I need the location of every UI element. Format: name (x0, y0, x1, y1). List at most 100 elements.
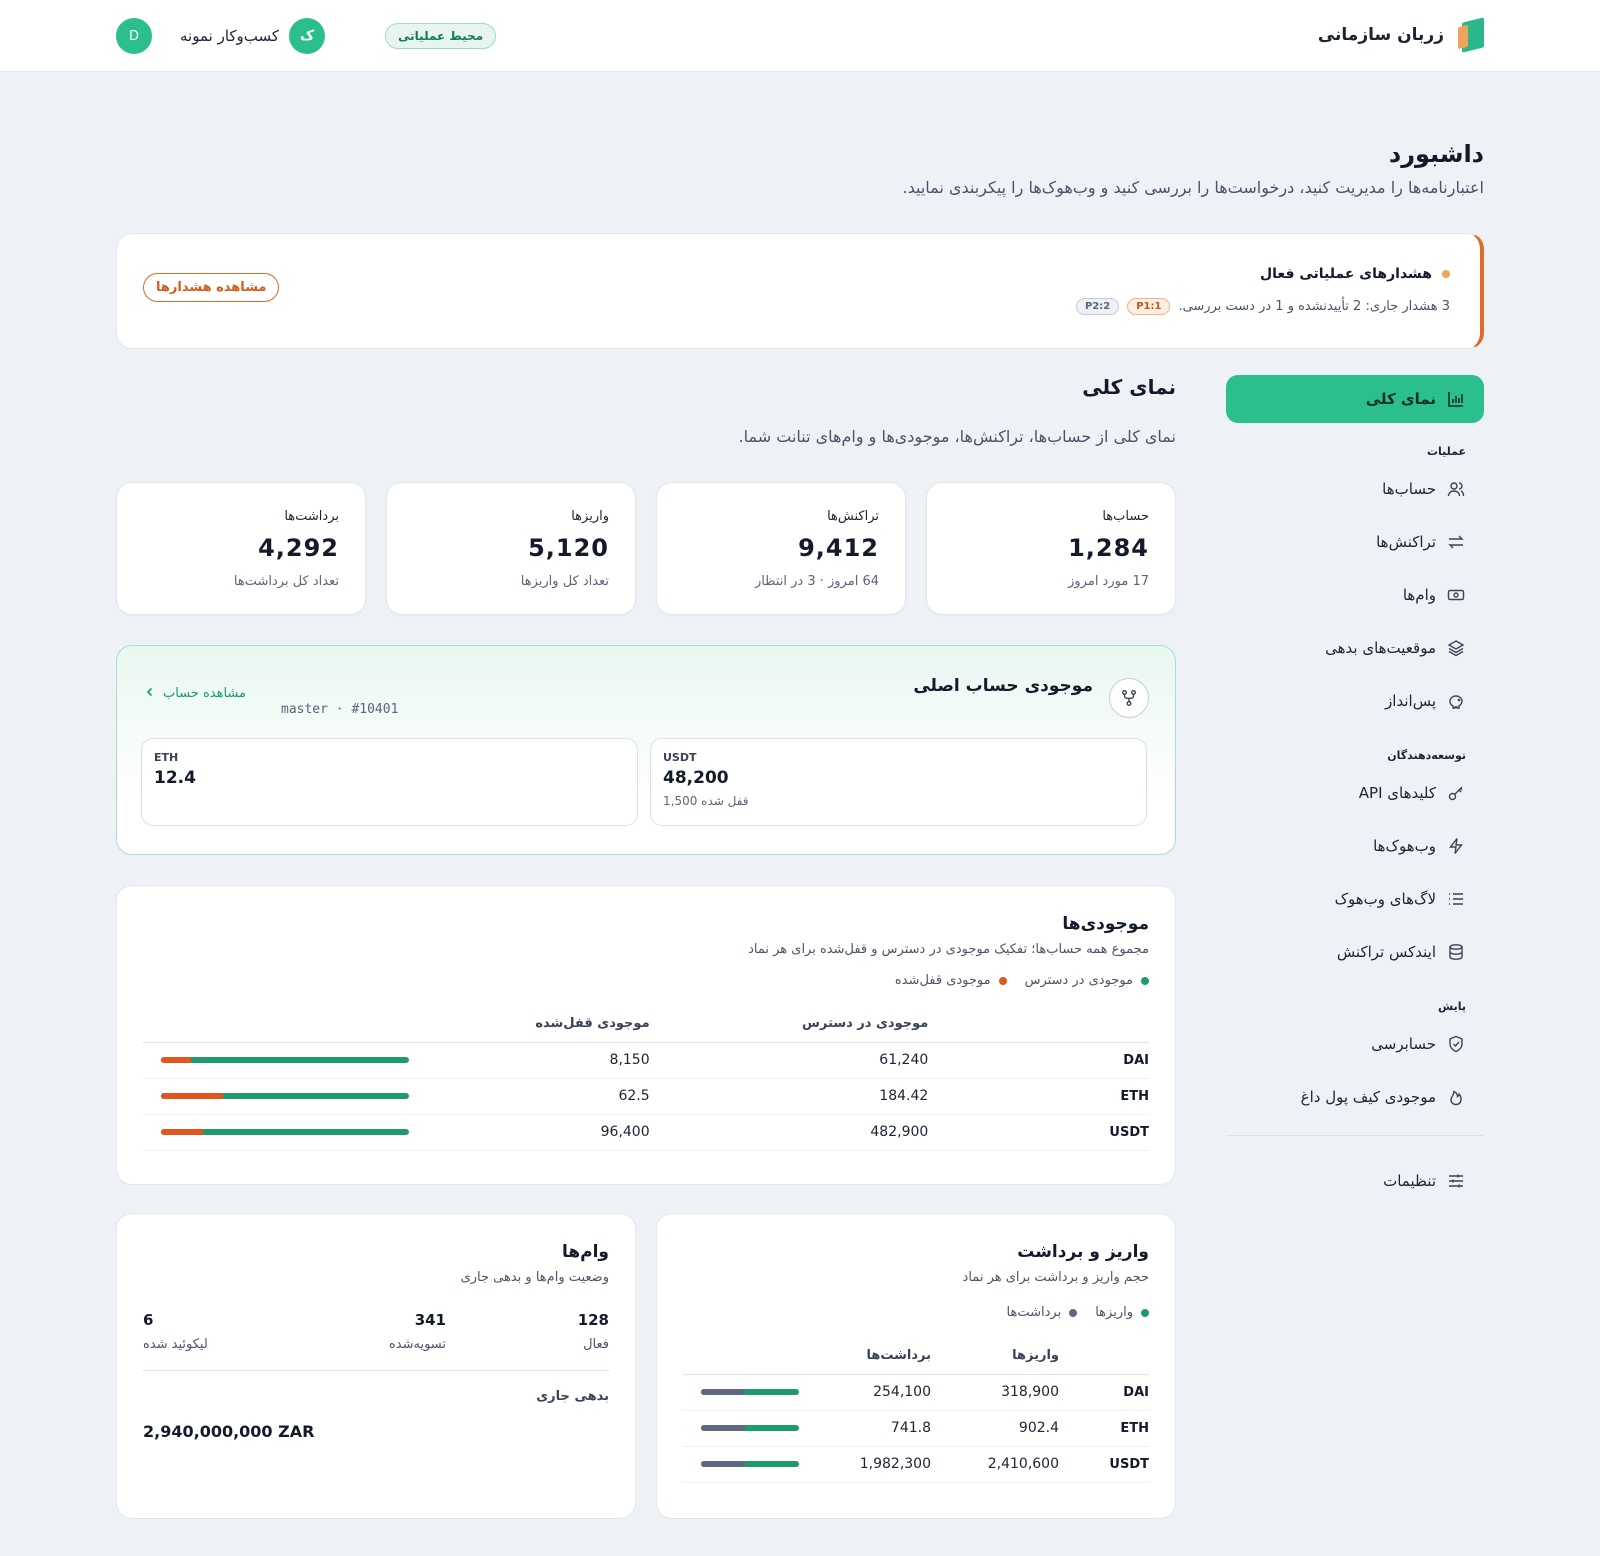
sidebar-item-webhooks[interactable]: وب‌هوک‌ها (1226, 819, 1484, 872)
row-symbol: DAI (1059, 1374, 1149, 1411)
sidebar-item-transactions[interactable]: تراکنش‌ها (1226, 515, 1484, 568)
sidebar-section-developers: توسعه‌دهندگان (1387, 749, 1466, 762)
loan-stat-active: 128 فعال (469, 1311, 609, 1352)
sidebar-item-overview[interactable]: نمای کلی (1226, 375, 1484, 423)
row-available: 184.42 (649, 1078, 929, 1115)
sidebar-item-loans[interactable]: وام‌ها (1226, 568, 1484, 621)
header-withdrawals: برداشت‌ها (813, 1338, 931, 1375)
flows-legend: واریزها برداشت‌ها (683, 1305, 1149, 1320)
current-debt-label: بدهی جاری (536, 1389, 609, 1404)
loans-card: وام‌ها وضعیت وام‌ها و بدهی جاری 128 فعال… (116, 1213, 636, 1519)
alert-body-text: 3 هشدار جاری: 2 تأییدنشده و 1 در دست برر… (1178, 299, 1450, 314)
table-row: DAI 318,900 254,100 (683, 1374, 1149, 1411)
loan-stat-settled: 341 تسویه‌شده (306, 1311, 446, 1352)
legend-label: موجودی در دسترس (1024, 973, 1133, 988)
row-symbol: ETH (928, 1078, 1149, 1115)
balance-value: 12.4 (154, 768, 196, 788)
flows-bar (701, 1425, 799, 1431)
legend-withdrawals: برداشت‌ها (1007, 1305, 1078, 1320)
sidebar-item-label: وام‌ها (1402, 585, 1436, 604)
stat-value: 5,120 (528, 534, 609, 562)
git-fork-icon (1109, 678, 1149, 718)
flows-bar (701, 1461, 799, 1467)
user-avatar[interactable]: D (116, 18, 152, 54)
sidebar-item-label: لاگ‌های وب‌هوک (1334, 889, 1436, 908)
row-available: 61,240 (649, 1042, 929, 1079)
legend-dot-icon (1069, 1308, 1078, 1317)
sidebar-item-accounts[interactable]: حساب‌ها (1226, 462, 1484, 515)
header-deposits: واریزها (931, 1338, 1059, 1375)
top-bar: زربان سازمانی D ک کسب‌وکار نمونه محیط عم… (0, 0, 1600, 72)
holdings-header-row: موجودی در دسترس موجودی قفل‌شده (143, 1006, 1149, 1043)
stat-card-deposits[interactable]: واریزها 5,120 تعداد کل واریزها (386, 482, 636, 615)
legend-dot-icon (1141, 1308, 1149, 1317)
view-alerts-button[interactable]: مشاهده هشدارها (143, 273, 280, 302)
view-account-link[interactable]: مشاهده حساب (145, 686, 246, 701)
org-switcher[interactable]: ک کسب‌وکار نمونه (180, 18, 326, 54)
flows-header-row: واریزها برداشت‌ها (683, 1338, 1149, 1375)
main-content: نمای کلی نمای کلی از حساب‌ها، تراکنش‌ها،… (116, 375, 1176, 1519)
alert-dot-icon (1442, 270, 1450, 278)
row-withdrawals: 741.8 (813, 1410, 931, 1447)
sidebar-item-label: نمای کلی (1365, 390, 1436, 408)
deposits-withdrawals-card: واریز و برداشت حجم واریز و برداشت برای ه… (656, 1213, 1176, 1519)
legend-label: واریزها (1095, 1305, 1133, 1320)
alert-title: هشدارهای عملیاتی فعال (1260, 266, 1432, 282)
row-locked: 96,400 (409, 1114, 650, 1151)
database-icon (1446, 942, 1466, 962)
alert-chip-p1: P1:1 (1127, 298, 1171, 315)
arrows-swap-icon (1446, 532, 1466, 552)
stat-card-withdrawals[interactable]: برداشت‌ها 4,292 تعداد کل برداشت‌ها (116, 482, 366, 615)
sidebar-item-settings[interactable]: تنظیمات (1226, 1154, 1484, 1207)
flows-subtitle: حجم واریز و برداشت برای هر نماد (962, 1270, 1149, 1285)
environment-badge: محیط عملیاتی (385, 23, 497, 49)
stats-row: حساب‌ها 1,284 17 مورد امروز تراکنش‌ها 9,… (116, 482, 1176, 615)
stat-meta: 64 امروز · 3 در انتظار (754, 574, 879, 589)
loans-subtitle: وضعیت وام‌ها و بدهی جاری (460, 1270, 609, 1285)
locked-segment (161, 1093, 223, 1099)
sidebar-item-label: موجودی کیف پول داغ (1300, 1087, 1436, 1106)
sidebar-divider (1226, 1135, 1484, 1136)
sidebar-item-savings[interactable]: پس‌انداز (1226, 674, 1484, 727)
loans-title: وام‌ها (561, 1242, 609, 1262)
sidebar-item-label: حسابرسی (1371, 1034, 1436, 1053)
brand[interactable]: زربان سازمانی (1318, 17, 1484, 53)
sidebar-item-transaction-index[interactable]: ایندکس تراکنش (1226, 925, 1484, 978)
table-row: ETH 902.4 741.8 (683, 1410, 1149, 1447)
stat-value: 9,412 (798, 534, 879, 562)
sidebar: نمای کلی عملیات حساب‌ها تراکنش‌ها وام‌ها… (1226, 375, 1484, 1207)
overview-subtitle: نمای کلی از حساب‌ها، تراکنش‌ها، موجودی‌ه… (738, 427, 1176, 446)
row-deposits: 2,410,600 (931, 1446, 1059, 1483)
sidebar-item-api-keys[interactable]: کلیدهای API (1226, 766, 1484, 819)
sidebar-item-label: حساب‌ها (1382, 479, 1436, 498)
flows-table: واریزها برداشت‌ها DAI 318,900 254,100 (683, 1338, 1149, 1483)
balance-value: 48,200 (663, 768, 729, 788)
users-icon (1446, 479, 1466, 499)
loan-stat-label: تسویه‌شده (388, 1337, 446, 1352)
withdrawal-segment (701, 1461, 746, 1467)
table-row: USDT 2,410,600 1,982,300 (683, 1446, 1149, 1483)
sidebar-item-label: کلیدهای API (1358, 783, 1436, 802)
row-deposits: 902.4 (931, 1410, 1059, 1447)
header-bar (143, 1006, 409, 1043)
row-symbol: USDT (928, 1114, 1149, 1151)
stat-card-accounts[interactable]: حساب‌ها 1,284 17 مورد امروز (926, 482, 1176, 615)
header-locked: موجودی قفل‌شده (409, 1006, 650, 1043)
chevron-left-icon (145, 686, 155, 701)
sidebar-item-hot-wallet[interactable]: موجودی کیف پول داغ (1226, 1070, 1484, 1123)
alert-banner: هشدارهای عملیاتی فعال 3 هشدار جاری: 2 تأ… (116, 233, 1484, 349)
flows-title: واریز و برداشت (1017, 1242, 1149, 1262)
sidebar-item-debt-positions[interactable]: موقعیت‌های بدهی (1226, 621, 1484, 674)
sidebar-section-operations: عملیات (1426, 445, 1466, 458)
table-row: DAI 61,240 8,150 (143, 1042, 1149, 1079)
stat-label: واریزها (571, 509, 609, 524)
overview-title: نمای کلی (1082, 375, 1176, 399)
header-available: موجودی در دسترس (649, 1006, 929, 1043)
stat-card-transactions[interactable]: تراکنش‌ها 9,412 64 امروز · 3 در انتظار (656, 482, 906, 615)
sidebar-item-audit[interactable]: حسابرسی (1226, 1017, 1484, 1070)
balance-symbol: ETH (154, 751, 179, 764)
sidebar-item-webhook-logs[interactable]: لاگ‌های وب‌هوک (1226, 872, 1484, 925)
sidebar-item-label: وب‌هوک‌ها (1373, 836, 1436, 855)
master-account-id: master · #10401 (281, 702, 399, 717)
alert-chip-p2: P2:2 (1075, 298, 1120, 315)
